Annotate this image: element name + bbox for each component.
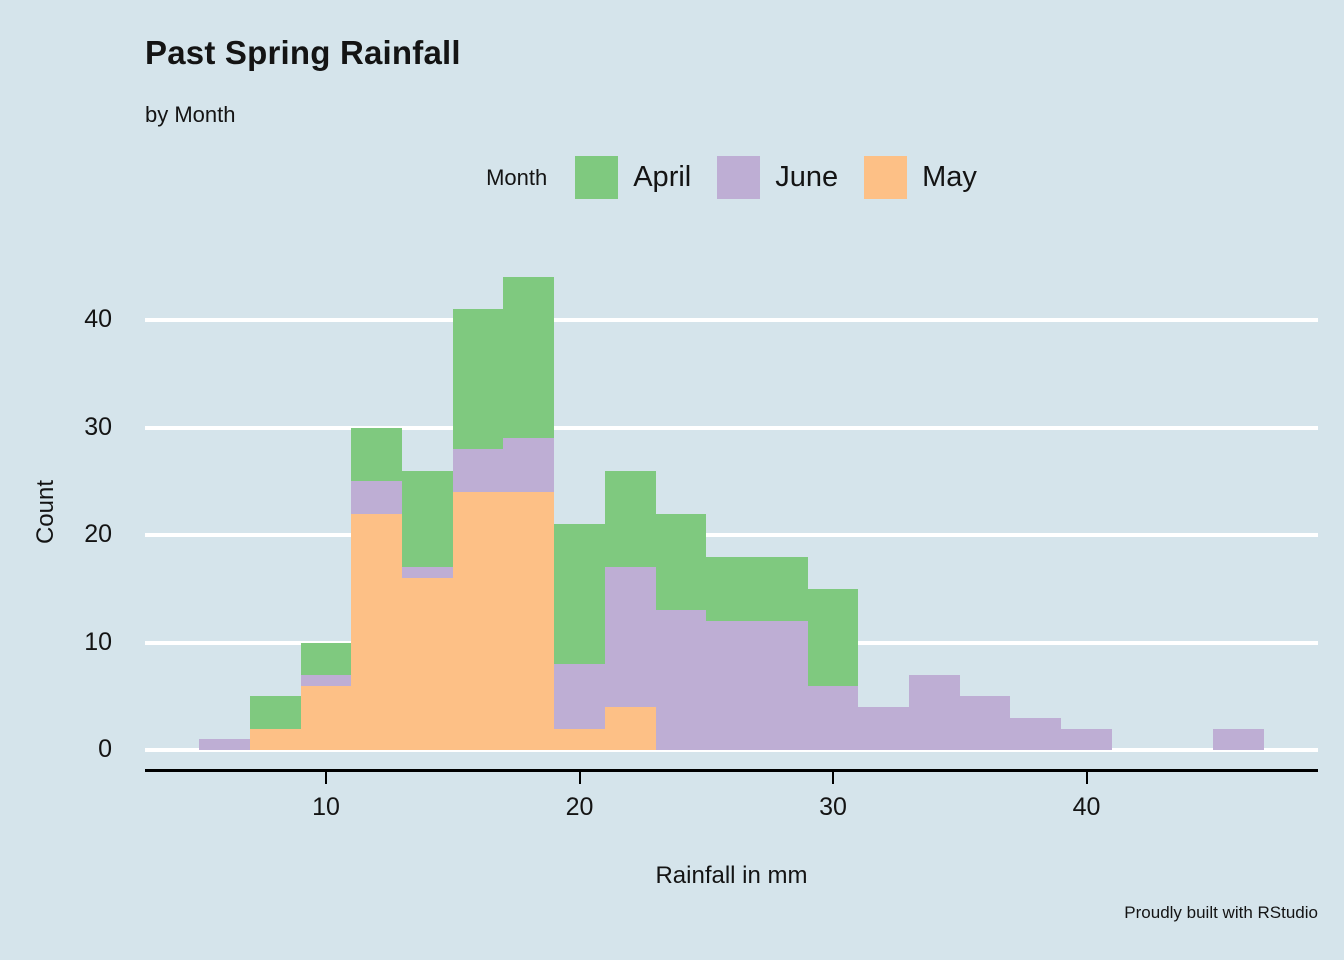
histogram-bar-segment [402, 470, 453, 568]
histogram-bar-segment [604, 707, 656, 750]
histogram-bar-segment [402, 578, 453, 750]
x-tick-label: 10 [312, 793, 340, 821]
histogram-bar-segment [756, 621, 808, 750]
may-swatch-icon [864, 156, 908, 199]
x-axis-title: Rainfall in mm [655, 862, 808, 889]
histogram-bar-segment [1010, 717, 1062, 750]
y-axis-title: Count [32, 479, 59, 545]
x-axis-tick [1085, 772, 1088, 784]
histogram-bar-segment [402, 567, 453, 578]
legend-title: Month [486, 164, 548, 190]
histogram-bar-segment [756, 556, 808, 621]
histogram-bar-segment [909, 674, 960, 750]
histogram-bar-segment [452, 309, 504, 449]
x-axis-tick [578, 772, 581, 784]
legend-item-may: May [864, 156, 977, 199]
june-swatch-icon [717, 156, 761, 199]
histogram-bar-segment [300, 642, 352, 675]
legend-item-label: April [633, 161, 692, 193]
x-axis-tick [832, 772, 834, 784]
chart-caption: Proudly built with RStudio [1124, 903, 1318, 922]
histogram-bar-segment [351, 481, 403, 514]
histogram-bar-segment [351, 513, 403, 750]
y-tick-label: 30 [84, 412, 112, 441]
histogram-bar-segment [199, 739, 250, 750]
histogram-bar-segment [503, 438, 555, 492]
legend: Month April June May [145, 156, 1318, 199]
histogram-bar-segment [452, 492, 504, 750]
gridline [145, 748, 1318, 752]
y-tick-label: 20 [84, 520, 112, 548]
chart-title: Past Spring Rainfall [145, 34, 461, 71]
legend-item-label: June [775, 161, 839, 193]
histogram-bar-segment [604, 567, 656, 707]
x-tick-label: 20 [565, 793, 594, 821]
chart-subtitle: by Month [145, 102, 236, 127]
histogram-bar-segment [351, 427, 403, 482]
x-tick-label: 30 [819, 793, 847, 821]
histogram-bar-segment [655, 513, 707, 611]
legend-item-april: April [575, 156, 691, 199]
histogram-bar-segment [300, 674, 352, 686]
histogram-bar-segment [300, 685, 352, 750]
histogram-bar-segment [554, 664, 605, 729]
histogram-bar-segment [858, 707, 910, 750]
y-tick-label: 0 [98, 735, 112, 763]
histogram-bar-segment [1213, 728, 1264, 750]
gridline [145, 425, 1318, 430]
histogram-bar-segment [959, 696, 1011, 750]
histogram-bar-segment [452, 449, 504, 492]
y-tick-label: 40 [84, 305, 112, 333]
x-axis-line [145, 769, 1318, 772]
gridline [145, 318, 1318, 322]
legend-item-june: June [717, 156, 838, 199]
histogram-bar-segment [706, 621, 757, 750]
histogram-bar-segment [807, 588, 859, 686]
histogram-bar-segment [249, 696, 301, 729]
histogram-bar-segment [554, 524, 605, 664]
histogram-bar-segment [807, 685, 859, 750]
y-tick-label: 10 [84, 627, 112, 656]
x-axis-tick [325, 772, 327, 784]
histogram-bar-segment [249, 728, 301, 750]
histogram-bar-segment [1061, 728, 1112, 750]
histogram-bar-segment [554, 728, 605, 750]
histogram-bar-segment [706, 556, 757, 621]
histogram-bar-segment [604, 470, 656, 568]
april-swatch-icon [575, 156, 619, 199]
gridline [145, 533, 1318, 537]
x-tick-label: 40 [1072, 793, 1101, 821]
histogram-bar-segment [503, 492, 555, 750]
histogram-bar-segment [503, 277, 555, 439]
histogram-bar-segment [655, 610, 707, 750]
legend-item-label: May [922, 161, 977, 193]
